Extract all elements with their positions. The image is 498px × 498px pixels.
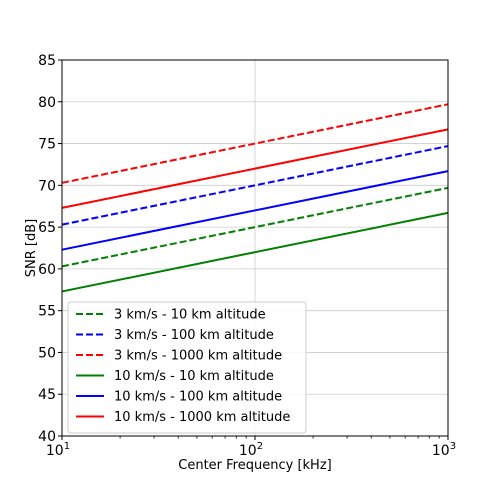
y-tick-label: 75 — [38, 137, 56, 153]
series-lines — [61, 103, 449, 293]
y-tick-label: 80 — [38, 95, 56, 111]
y-axis-label: SNR [dB] — [24, 219, 39, 277]
legend-label: 10 km/s - 100 km altitude — [114, 390, 282, 405]
x-tick-label: 101 — [46, 441, 70, 459]
legend-label: 10 km/s - 10 km altitude — [114, 369, 274, 384]
series-line-6 — [61, 128, 449, 209]
y-tick-label: 70 — [38, 178, 56, 194]
x-tick-base: 10 — [432, 443, 450, 459]
legend-box — [67, 301, 307, 434]
series-line-2 — [61, 145, 449, 226]
legend-label: 3 km/s - 10 km altitude — [114, 308, 266, 323]
x-tick-exponent: 1 — [64, 441, 70, 452]
series-line-3 — [61, 103, 449, 184]
y-tick-label: 60 — [38, 262, 56, 278]
legend: 3 km/s - 10 km altitude 3 km/s - 100 km a… — [67, 301, 307, 434]
y-tick-label: 40 — [38, 429, 56, 445]
legend-label: 10 km/s - 1000 km altitude — [114, 410, 290, 425]
y-tick-label: 50 — [38, 345, 56, 361]
x-tick-base: 10 — [46, 443, 64, 459]
y-tick-label: 55 — [38, 304, 56, 320]
x-tick-exponent: 2 — [257, 441, 263, 452]
series-line-1 — [61, 186, 449, 268]
series-line-4 — [61, 211, 449, 293]
x-tick-base: 10 — [239, 443, 257, 459]
x-axis-label: Center Frequency [kHz] — [178, 458, 331, 473]
x-tick-exponent: 3 — [450, 441, 456, 452]
x-tick-label: 103 — [432, 441, 456, 459]
legend-label: 3 km/s - 1000 km altitude — [114, 349, 282, 364]
y-tick-label: 65 — [38, 220, 56, 236]
legend-label: 3 km/s - 100 km altitude — [114, 328, 274, 343]
y-tick-label: 45 — [38, 387, 56, 403]
x-tick-label: 102 — [239, 441, 263, 459]
series-line-5 — [61, 170, 449, 251]
y-tick-label: 85 — [38, 53, 56, 69]
